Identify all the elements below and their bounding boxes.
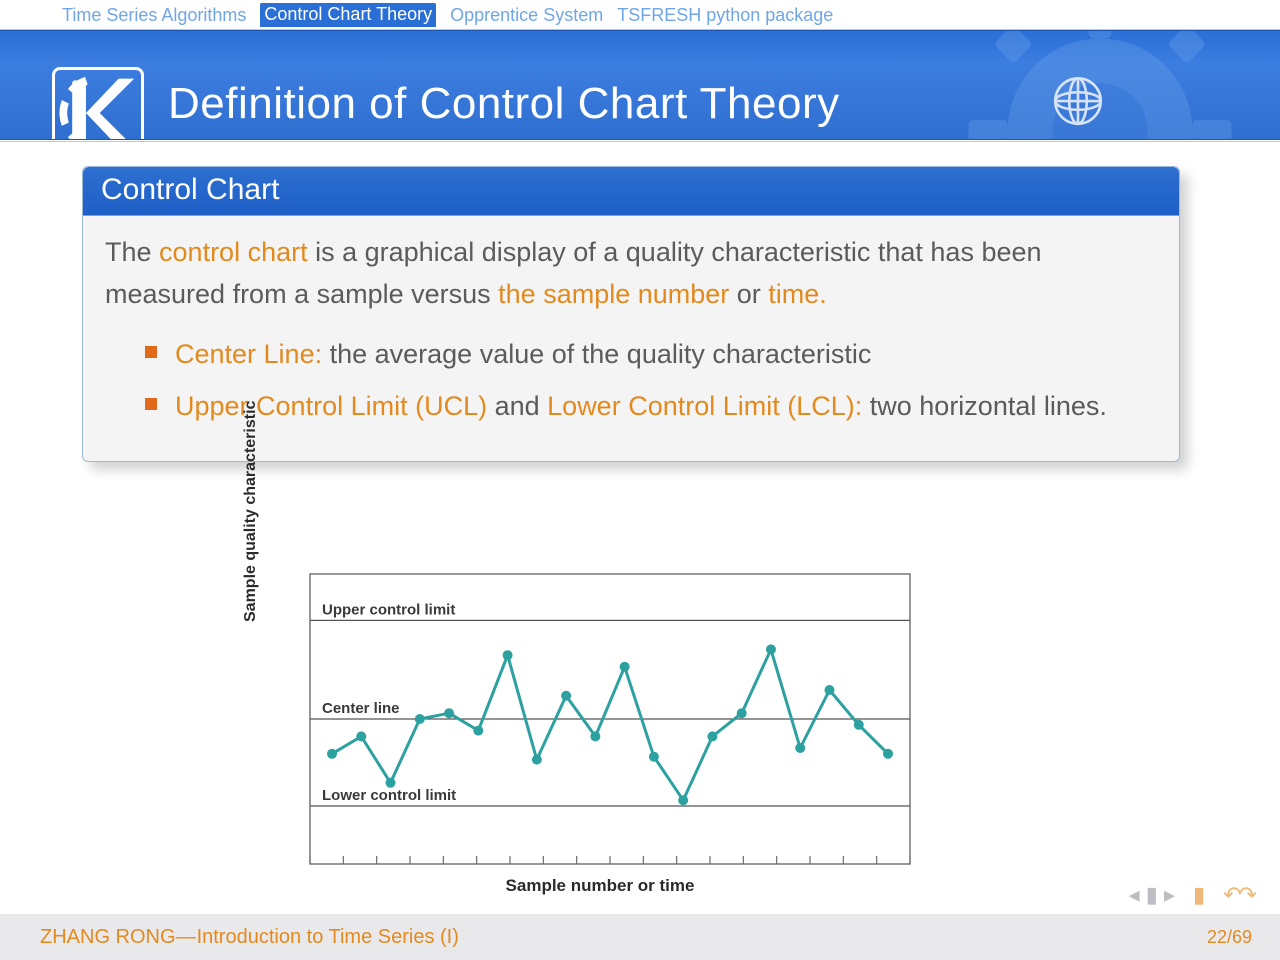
- footer-title: Introduction to Time Series (I): [197, 926, 459, 949]
- divider: [0, 141, 1280, 142]
- kde-logo-icon: [52, 67, 144, 140]
- nav-prev-icon[interactable]: ◂ ▮ ▸: [1129, 882, 1175, 908]
- footer-sep: —: [176, 926, 197, 949]
- intro-text: The control chart is a graphical display…: [105, 237, 1042, 309]
- highlight: Center Line:: [175, 339, 322, 369]
- highlight: Lower Control Limit (LCL):: [547, 391, 862, 421]
- nav-replay-icon[interactable]: ▮: [1193, 882, 1205, 908]
- tab-control-chart-theory[interactable]: Control Chart Theory: [260, 3, 436, 27]
- nav-undo-icon[interactable]: ↶↷: [1223, 882, 1254, 908]
- beamer-nav: ◂ ▮ ▸ ▮ ↶↷: [1129, 882, 1254, 908]
- highlight: the sample number: [498, 279, 729, 309]
- bullet-item: Upper Control Limit (UCL) and Lower Cont…: [133, 386, 1157, 428]
- text: and: [487, 391, 547, 421]
- tab-time-series-algorithms[interactable]: Time Series Algorithms: [62, 5, 246, 26]
- block-title: Control Chart: [83, 167, 1179, 216]
- highlight: Upper Control Limit (UCL): [175, 391, 487, 421]
- slide-page: Time Series Algorithms Control Chart The…: [0, 0, 1280, 960]
- control-chart-figure: Sample quality characteristic Upper cont…: [260, 564, 940, 894]
- text: The: [105, 237, 159, 267]
- slide-title: Definition of Control Chart Theory: [168, 79, 840, 129]
- bullet-list: Center Line: the average value of the qu…: [105, 334, 1157, 428]
- svg-text:Center line: Center line: [322, 700, 400, 717]
- chart-y-label: Sample quality characteristic: [242, 401, 260, 622]
- text: the average value of the quality charact…: [322, 339, 871, 369]
- highlight: time.: [768, 279, 827, 309]
- slide-header: Definition of Control Chart Theory: [0, 30, 1280, 140]
- highlight: control chart: [159, 237, 308, 267]
- text: two horizontal lines.: [862, 391, 1107, 421]
- tab-opprentice-system[interactable]: Opprentice System: [450, 5, 603, 26]
- tab-tsfresh[interactable]: TSFRESH python package: [617, 5, 833, 26]
- chart-svg: Upper control limit Center line Lower cont…: [260, 564, 940, 874]
- page-number: 22/69: [1207, 927, 1252, 948]
- bullet-item: Center Line: the average value of the qu…: [133, 334, 1157, 376]
- footer-author: ZHANG RONG: [40, 926, 176, 949]
- svg-text:Upper control limit: Upper control limit: [322, 601, 455, 618]
- text: or: [729, 279, 768, 309]
- svg-text:Lower control limit: Lower control limit: [322, 787, 456, 804]
- globe-icon[interactable]: [1050, 73, 1106, 129]
- section-tabs: Time Series Algorithms Control Chart The…: [0, 0, 1280, 30]
- chart-x-label: Sample number or time: [260, 876, 940, 896]
- slide-footer: ZHANG RONG — Introduction to Time Series…: [0, 914, 1280, 960]
